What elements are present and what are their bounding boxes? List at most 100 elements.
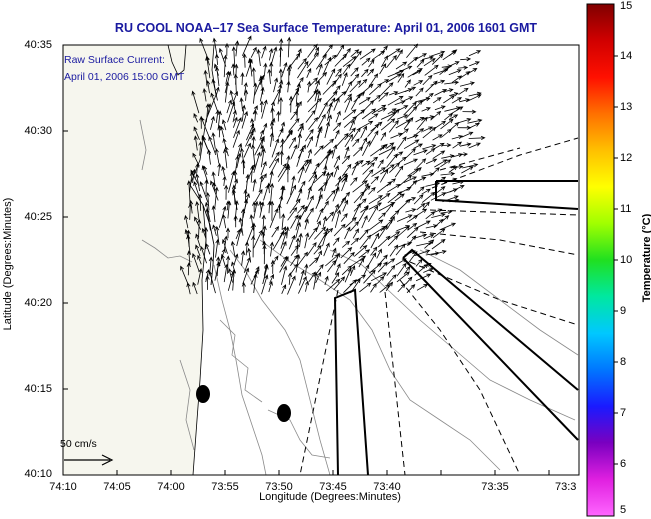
current-vector	[358, 120, 374, 130]
current-vector	[386, 215, 395, 230]
current-vector	[406, 226, 419, 238]
current-vector	[369, 83, 382, 96]
current-vector	[299, 205, 308, 220]
current-vector	[308, 171, 317, 182]
current-vector	[430, 50, 446, 57]
current-vector	[184, 214, 189, 229]
colorbar-tick-label: 13	[620, 101, 633, 113]
current-vector	[253, 200, 259, 219]
current-vector	[334, 129, 340, 139]
current-vector	[344, 226, 351, 240]
current-vector	[350, 127, 361, 142]
current-vector	[441, 143, 452, 148]
current-vector	[214, 148, 220, 164]
current-vector	[406, 180, 418, 191]
current-vector	[422, 144, 437, 150]
current-vector	[340, 213, 348, 222]
current-vector	[298, 275, 307, 294]
current-vector	[250, 269, 259, 285]
current-vector	[261, 173, 267, 183]
current-vector	[238, 217, 244, 236]
current-vector	[368, 59, 375, 68]
current-vector	[395, 243, 406, 256]
axis-ticks	[63, 130, 550, 475]
current-vector	[297, 159, 309, 174]
current-vector	[286, 184, 296, 205]
current-vector	[268, 47, 274, 61]
current-vector	[350, 93, 361, 110]
current-vector	[361, 214, 368, 229]
current-vector	[362, 140, 371, 156]
current-vector	[224, 81, 230, 103]
current-vector	[281, 62, 288, 78]
current-vector	[260, 161, 267, 176]
current-vector	[421, 188, 431, 195]
current-vector	[241, 104, 246, 122]
current-vector	[333, 97, 340, 111]
current-vector	[315, 128, 322, 147]
land-area	[62, 44, 217, 476]
current-vector	[287, 272, 293, 285]
x-tick-label: 74:10	[49, 481, 77, 493]
current-vector	[414, 263, 429, 276]
colorbar-tick-label: 7	[620, 407, 627, 419]
current-vector	[198, 193, 203, 211]
current-vector	[205, 55, 211, 79]
current-vector	[441, 64, 453, 69]
current-vector	[232, 109, 237, 123]
current-vector	[214, 53, 220, 65]
current-vector	[431, 167, 440, 176]
radar-coverage-lines	[299, 137, 579, 476]
current-vector	[342, 63, 351, 75]
current-vector	[368, 202, 383, 210]
current-vector	[270, 157, 279, 175]
current-vector	[214, 186, 219, 210]
current-vector	[259, 86, 265, 102]
current-vector	[422, 126, 437, 139]
sandy-hook	[202, 204, 215, 286]
current-vector	[304, 159, 312, 173]
current-vector	[439, 222, 457, 231]
current-vector	[235, 40, 240, 57]
current-vector	[361, 57, 371, 66]
current-vector	[358, 78, 368, 88]
current-vector	[359, 182, 369, 200]
current-vector	[233, 91, 238, 102]
current-vector	[231, 46, 236, 69]
current-vector	[379, 143, 388, 151]
current-vector	[295, 237, 300, 254]
current-vector	[386, 258, 396, 265]
current-vector	[325, 211, 335, 222]
current-vector	[313, 272, 318, 290]
current-vector	[188, 203, 193, 220]
current-vector	[221, 213, 227, 229]
current-vector	[448, 69, 462, 76]
current-vector	[430, 110, 442, 121]
current-vector	[394, 165, 404, 178]
scale-label: 50 cm/s	[60, 438, 97, 450]
current-vector	[349, 50, 362, 67]
current-vector	[278, 46, 283, 67]
current-vector	[286, 155, 291, 166]
current-vector	[306, 80, 312, 93]
current-vector	[396, 271, 411, 283]
current-vector	[422, 201, 430, 211]
current-vector	[236, 227, 243, 247]
current-vector	[358, 249, 371, 259]
current-vector	[343, 251, 355, 265]
current-vector	[290, 110, 298, 120]
current-vector	[431, 250, 447, 256]
current-vector	[259, 129, 264, 141]
current-vector	[415, 258, 423, 267]
current-vector	[327, 259, 337, 273]
current-vector	[245, 130, 254, 147]
current-vector	[214, 261, 221, 281]
current-vector	[243, 89, 249, 101]
current-vector	[254, 135, 265, 156]
current-vector	[316, 207, 324, 223]
current-vector	[316, 263, 324, 274]
current-vector	[304, 218, 309, 230]
current-vector	[280, 230, 288, 249]
current-vector	[251, 235, 256, 258]
current-vector	[441, 154, 455, 159]
